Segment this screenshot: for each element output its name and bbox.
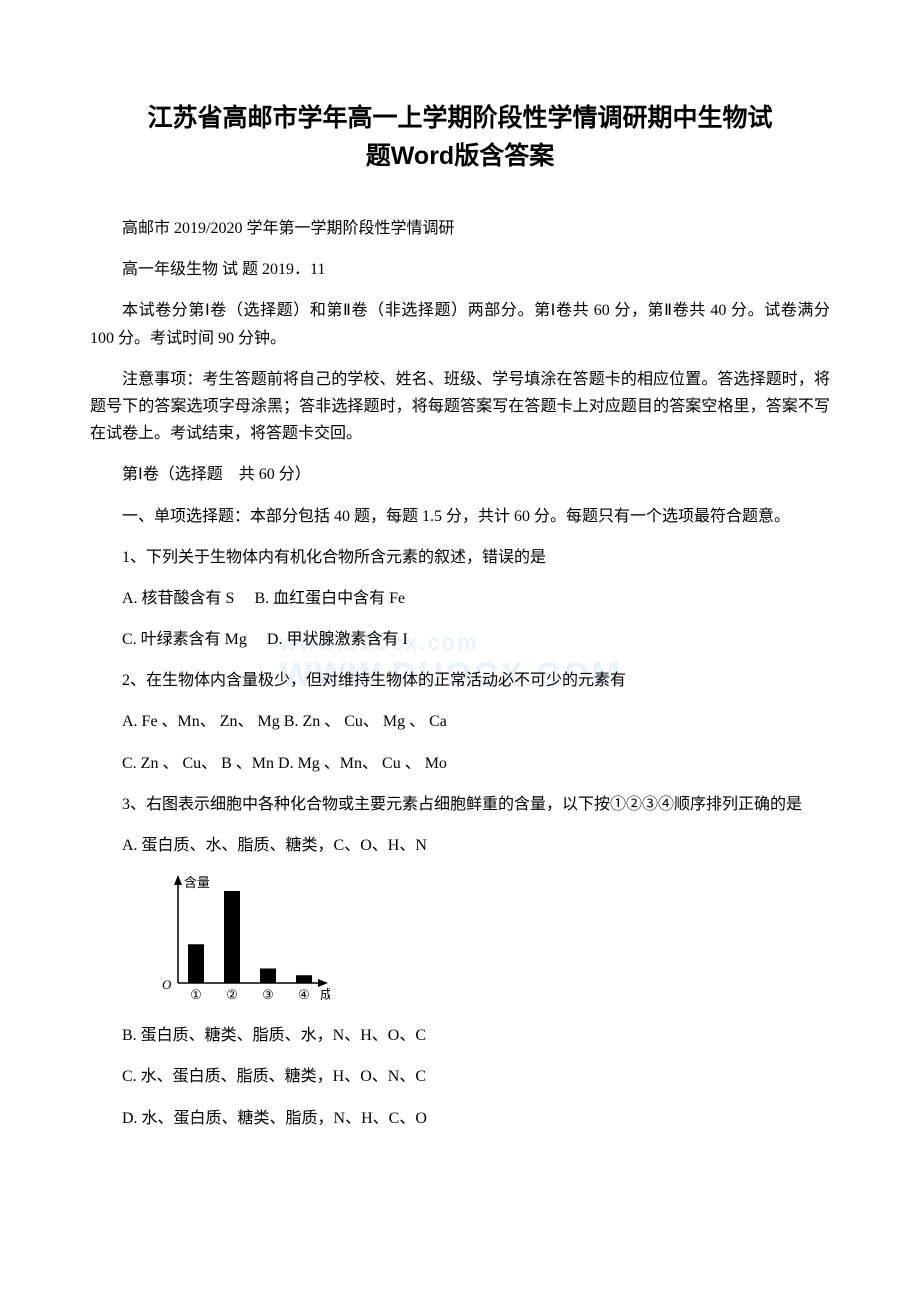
- question-3: 3、右图表示细胞中各种化合物或主要元素占细胞鲜重的含量，以下按①②③④顺序排列正…: [90, 791, 830, 818]
- question-3-d: D. 水、蛋白质、糖类、脂质，N、H、C、O: [90, 1105, 830, 1132]
- question-2: 2、在生物体内含量极少，但对维持生物体的正常活动必不可少的元素有: [90, 667, 830, 694]
- svg-text:④: ④: [298, 987, 310, 1002]
- para-6: 一、单项选择题：本部分包括 40 题，每题 1.5 分，共计 60 分。每题只有…: [90, 503, 830, 530]
- para-2: 高一年级生物 试 题 2019．11: [90, 256, 830, 283]
- question-1-ab: A. 核苷酸含有 S B. 血红蛋白中含有 Fe: [90, 585, 830, 612]
- svg-text:O: O: [162, 977, 172, 992]
- question-1-cd: C. 叶绿素含有 Mg D. 甲状腺激素含有 I: [90, 626, 830, 653]
- question-1: 1、下列关于生物体内有机化合物所含元素的叙述，错误的是: [90, 544, 830, 571]
- question-3-b: B. 蛋白质、糖类、脂质、水，N、H、O、C: [90, 1022, 830, 1049]
- document-title: 江苏省高邮市学年高一上学期阶段性学情调研期中生物试 题Word版含答案: [90, 100, 830, 175]
- bar-chart-svg: 含量 O ① ② ③ ④ 成分: [150, 873, 330, 1003]
- svg-text:成分: 成分: [320, 987, 330, 1002]
- svg-text:③: ③: [262, 987, 274, 1002]
- question-2-ab: A. Fe 、Mn、 Zn、 Mg B. Zn 、 Cu、 Mg 、 Ca: [90, 708, 830, 735]
- question-3-c: C. 水、蛋白质、脂质、糖类，H、O、N、C: [90, 1063, 830, 1090]
- para-4: 注意事项：考生答题前将自己的学校、姓名、班级、学号填涂在答题卡的相应位置。答选择…: [90, 366, 830, 448]
- para-1: 高邮市 2019/2020 学年第一学期阶段性学情调研: [90, 215, 830, 242]
- bar-chart: 含量 O ① ② ③ ④ 成分: [150, 873, 830, 1008]
- question-3-a: A. 蛋白质、水、脂质、糖类，C、O、H、N: [90, 832, 830, 859]
- para-5: 第Ⅰ卷（选择题 共 60 分）: [90, 461, 830, 488]
- title-line-1: 江苏省高邮市学年高一上学期阶段性学情调研期中生物试: [90, 100, 830, 138]
- question-2-cd: C. Zn 、 Cu、 B 、Mn D. Mg 、Mn、 Cu 、 Mo: [90, 750, 830, 777]
- title-line-2: 题Word版含答案: [90, 138, 830, 176]
- para-3: 本试卷分第Ⅰ卷（选择题）和第Ⅱ卷（非选择题）两部分。第Ⅰ卷共 60 分，第Ⅱ卷共…: [90, 297, 830, 351]
- svg-text:含量: 含量: [184, 875, 210, 890]
- svg-text:②: ②: [226, 987, 238, 1002]
- svg-text:①: ①: [190, 987, 202, 1002]
